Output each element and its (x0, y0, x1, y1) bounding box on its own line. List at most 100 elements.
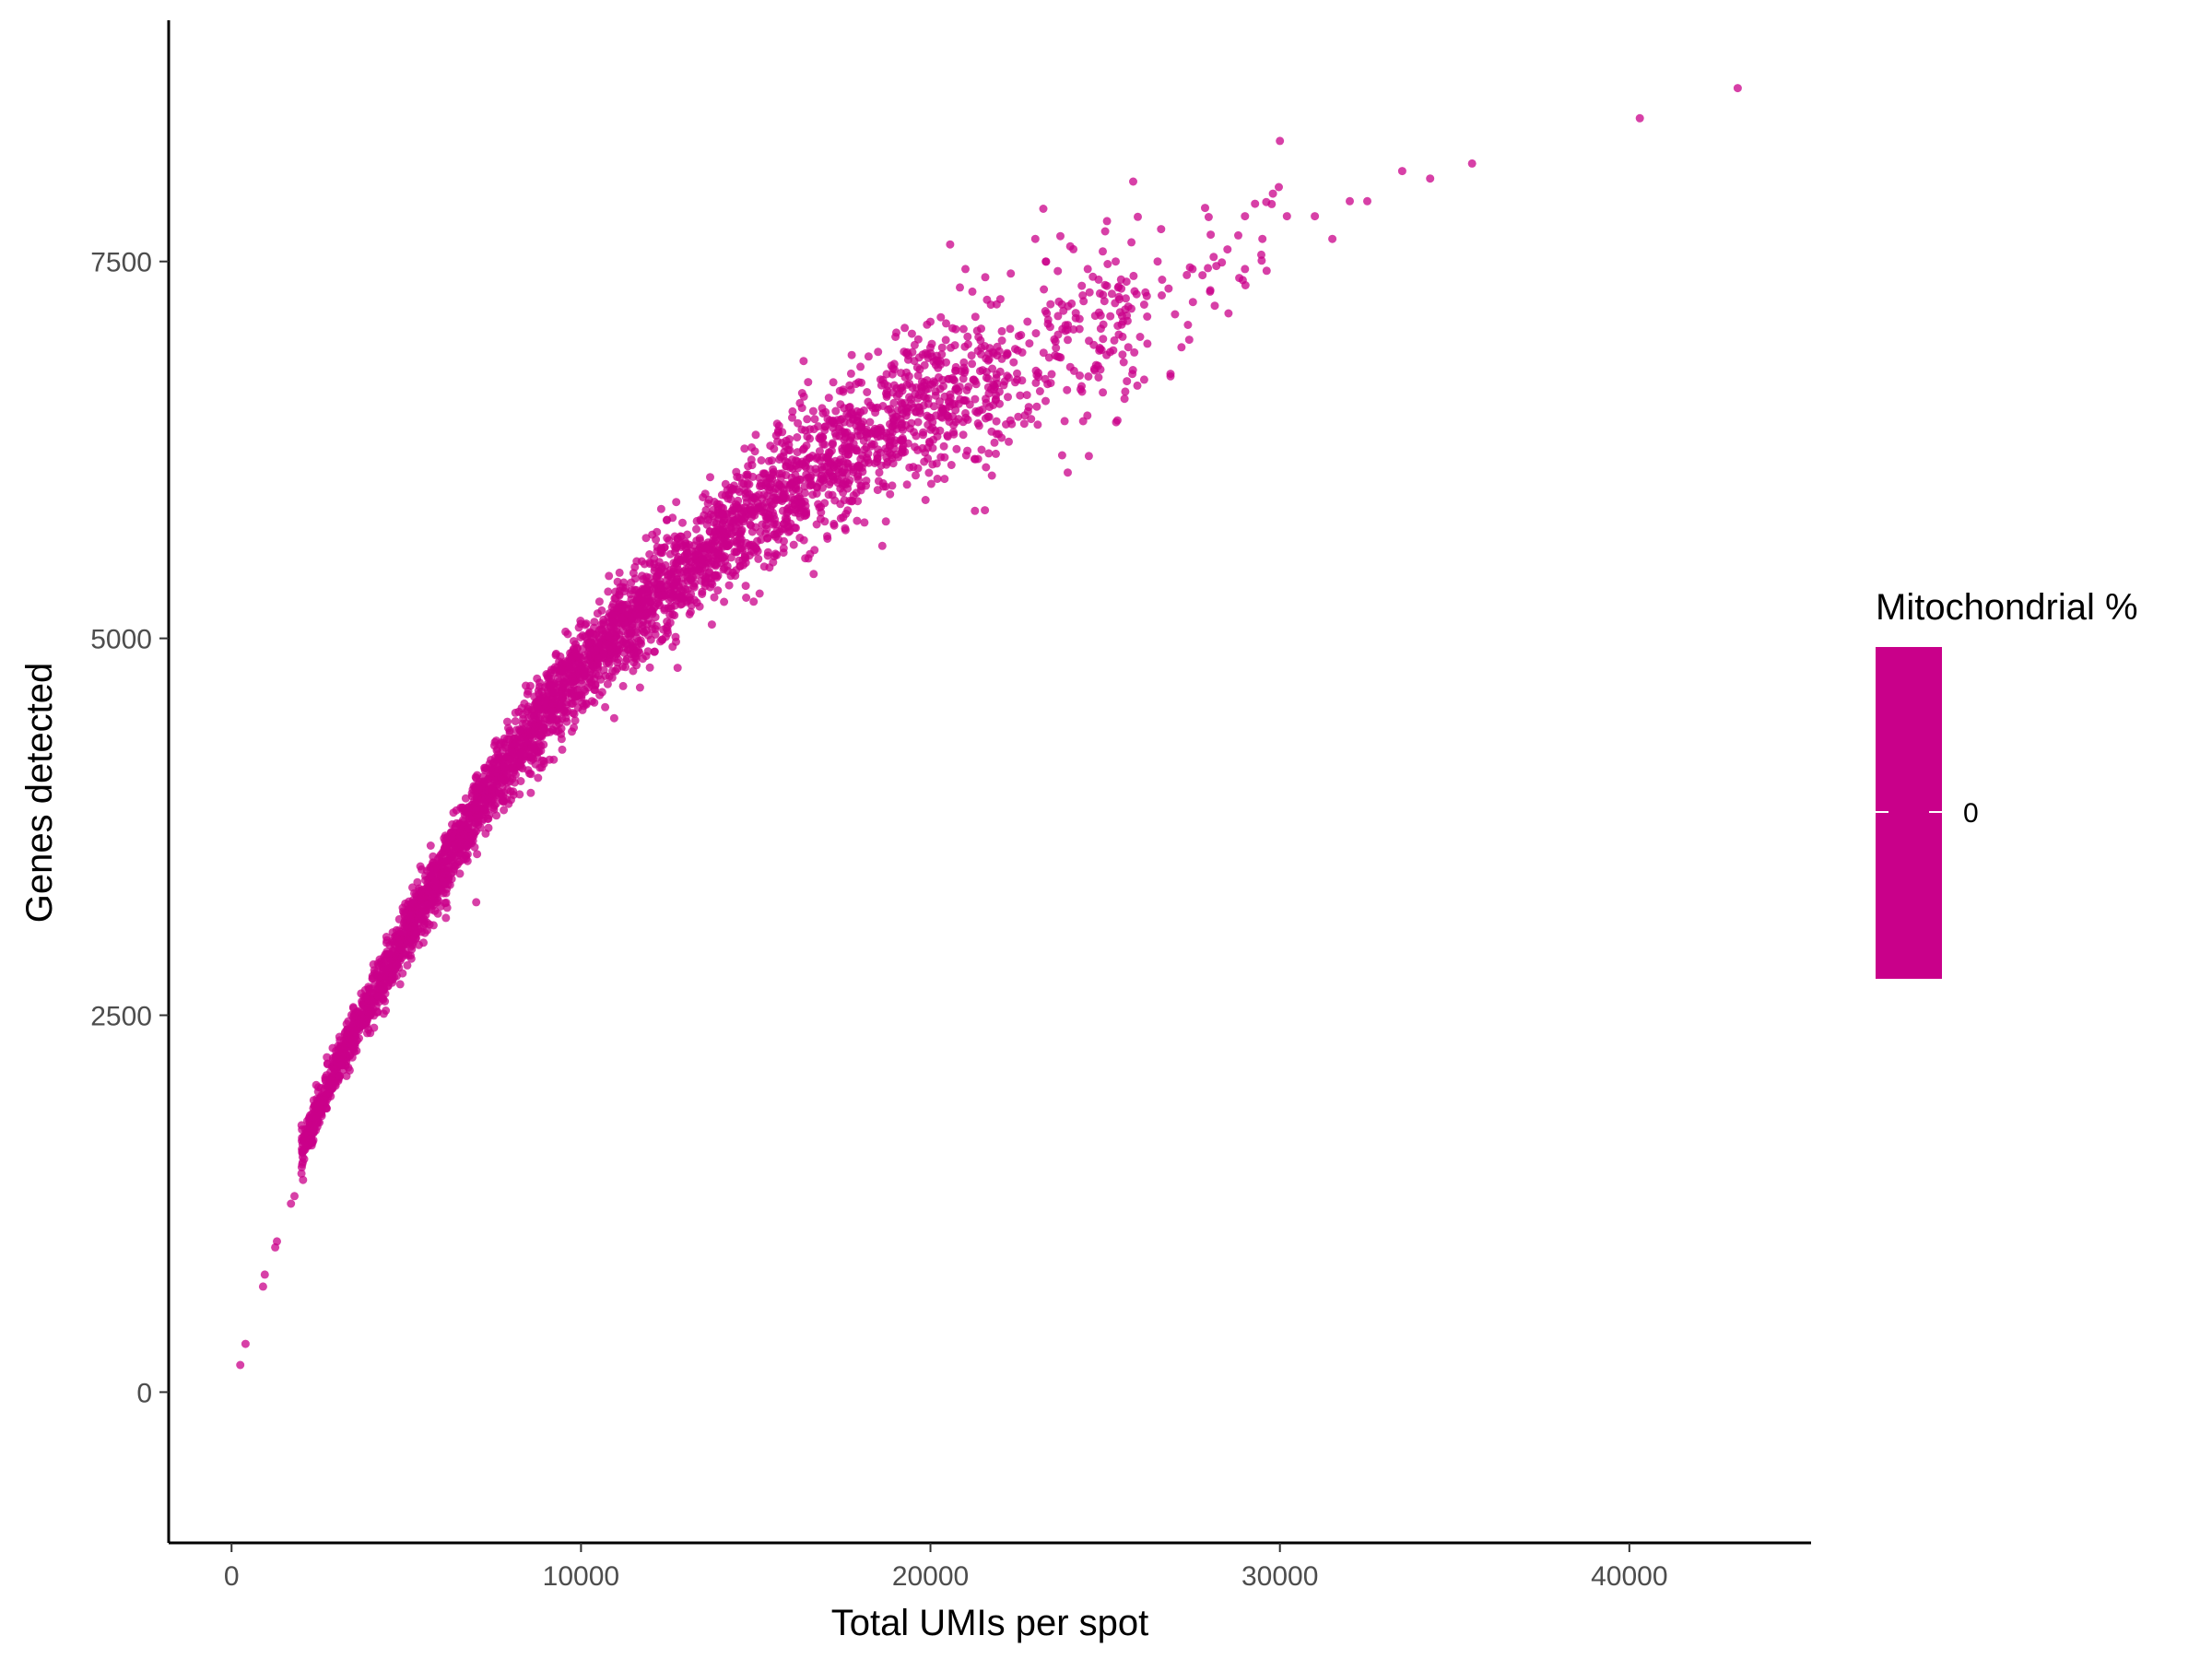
scatter-point (493, 757, 502, 766)
scatter-point (668, 610, 677, 619)
scatter-point (1011, 345, 1019, 354)
scatter-point (364, 995, 373, 1005)
legend-label: 0 (1963, 798, 1979, 829)
scatter-point (1282, 212, 1291, 221)
scatter-point (403, 960, 412, 970)
scatter-point (394, 938, 404, 947)
scatter-point (843, 459, 853, 468)
scatter-point (917, 383, 926, 393)
scatter-point (695, 602, 704, 611)
scatter-point (1065, 362, 1075, 371)
scatter-point (481, 805, 490, 814)
scatter-point (931, 391, 940, 400)
scatter-point (990, 438, 999, 447)
scatter-point (801, 463, 810, 472)
scatter-point (780, 494, 789, 503)
scatter-point (965, 400, 974, 409)
scatter-point (797, 503, 806, 512)
scatter-point (773, 426, 782, 435)
scatter-point (519, 741, 528, 750)
scatter-point (1099, 388, 1108, 397)
scatter-point (1040, 285, 1049, 294)
scatter-point (1223, 245, 1232, 254)
scatter-point (410, 888, 418, 898)
scatter-point (584, 629, 594, 639)
scatter-point (1093, 361, 1102, 371)
scatter-point (1276, 136, 1285, 146)
scatter-point (997, 433, 1006, 442)
scatter-point (526, 770, 535, 779)
scatter-point (969, 375, 978, 384)
scatter-point (558, 745, 567, 754)
scatter-point (382, 933, 391, 941)
scatter-point (809, 570, 818, 579)
scatter-point (1077, 281, 1087, 290)
y-ticks: 0 2500 5000 7500 (90, 248, 169, 1408)
scatter-point (290, 1192, 299, 1201)
scatter-point (894, 453, 902, 462)
x-axis-title: Total UMIs per spot (831, 1603, 1149, 1643)
scatter-point (829, 378, 838, 387)
scatter-point (856, 486, 865, 495)
scatter-point (937, 343, 947, 352)
scatter-point (472, 898, 481, 907)
scatter-point (989, 348, 998, 358)
scatter-point (666, 594, 676, 603)
scatter-point (884, 405, 893, 414)
scatter-point (1033, 420, 1042, 429)
scatter-point (582, 700, 591, 709)
scatter-point (527, 752, 536, 761)
scatter-point (820, 517, 830, 526)
scatter-point (839, 385, 848, 394)
scatter-point (838, 481, 847, 489)
scatter-point (876, 423, 885, 432)
scatter-point (800, 482, 809, 491)
scatter-point (503, 717, 512, 726)
scatter-point (1133, 381, 1142, 390)
scatter-point (700, 563, 710, 572)
scatter-point (500, 762, 509, 771)
scatter-point (883, 446, 892, 455)
scatter-point (1206, 287, 1215, 296)
scatter-point (1129, 271, 1138, 280)
scatter-point (910, 428, 918, 437)
scatter-point (322, 1104, 331, 1113)
scatter-point (1275, 182, 1283, 192)
scatter-point (377, 993, 386, 1002)
scatter-point (1050, 335, 1059, 344)
scatter-point (632, 633, 641, 642)
scatter-point (804, 378, 813, 387)
scatter-point (941, 405, 950, 414)
y-tick-label: 7500 (90, 248, 152, 278)
scatter-point (698, 590, 707, 598)
scatter-point (1039, 205, 1048, 213)
scatter-point (622, 654, 631, 664)
scatter-point (335, 1073, 344, 1082)
scatter-point (982, 373, 991, 382)
scatter-point (763, 547, 772, 557)
scatter-point (1025, 339, 1034, 348)
scatter-point (312, 1118, 321, 1127)
scatter-point (1030, 234, 1040, 243)
scatter-point (726, 571, 735, 581)
scatter-point (1009, 358, 1018, 367)
scatter-point (1164, 284, 1173, 293)
points-layer (236, 84, 1742, 1370)
scatter-point (951, 418, 960, 427)
scatter-point (1121, 387, 1130, 396)
scatter-point (1397, 167, 1406, 176)
scatter-point (615, 568, 624, 577)
scatter-point (789, 540, 798, 549)
scatter-point (730, 481, 738, 490)
scatter-point (605, 642, 614, 651)
scatter-point (672, 577, 681, 586)
scatter-point (770, 444, 779, 453)
scatter-point (856, 454, 865, 464)
scatter-point (609, 713, 618, 723)
scatter-point (1209, 253, 1218, 262)
scatter-point (355, 1018, 363, 1028)
scatter-point (1063, 385, 1072, 394)
scatter-point (1143, 312, 1152, 321)
scatter-point (677, 532, 686, 541)
scatter-point (886, 489, 895, 499)
